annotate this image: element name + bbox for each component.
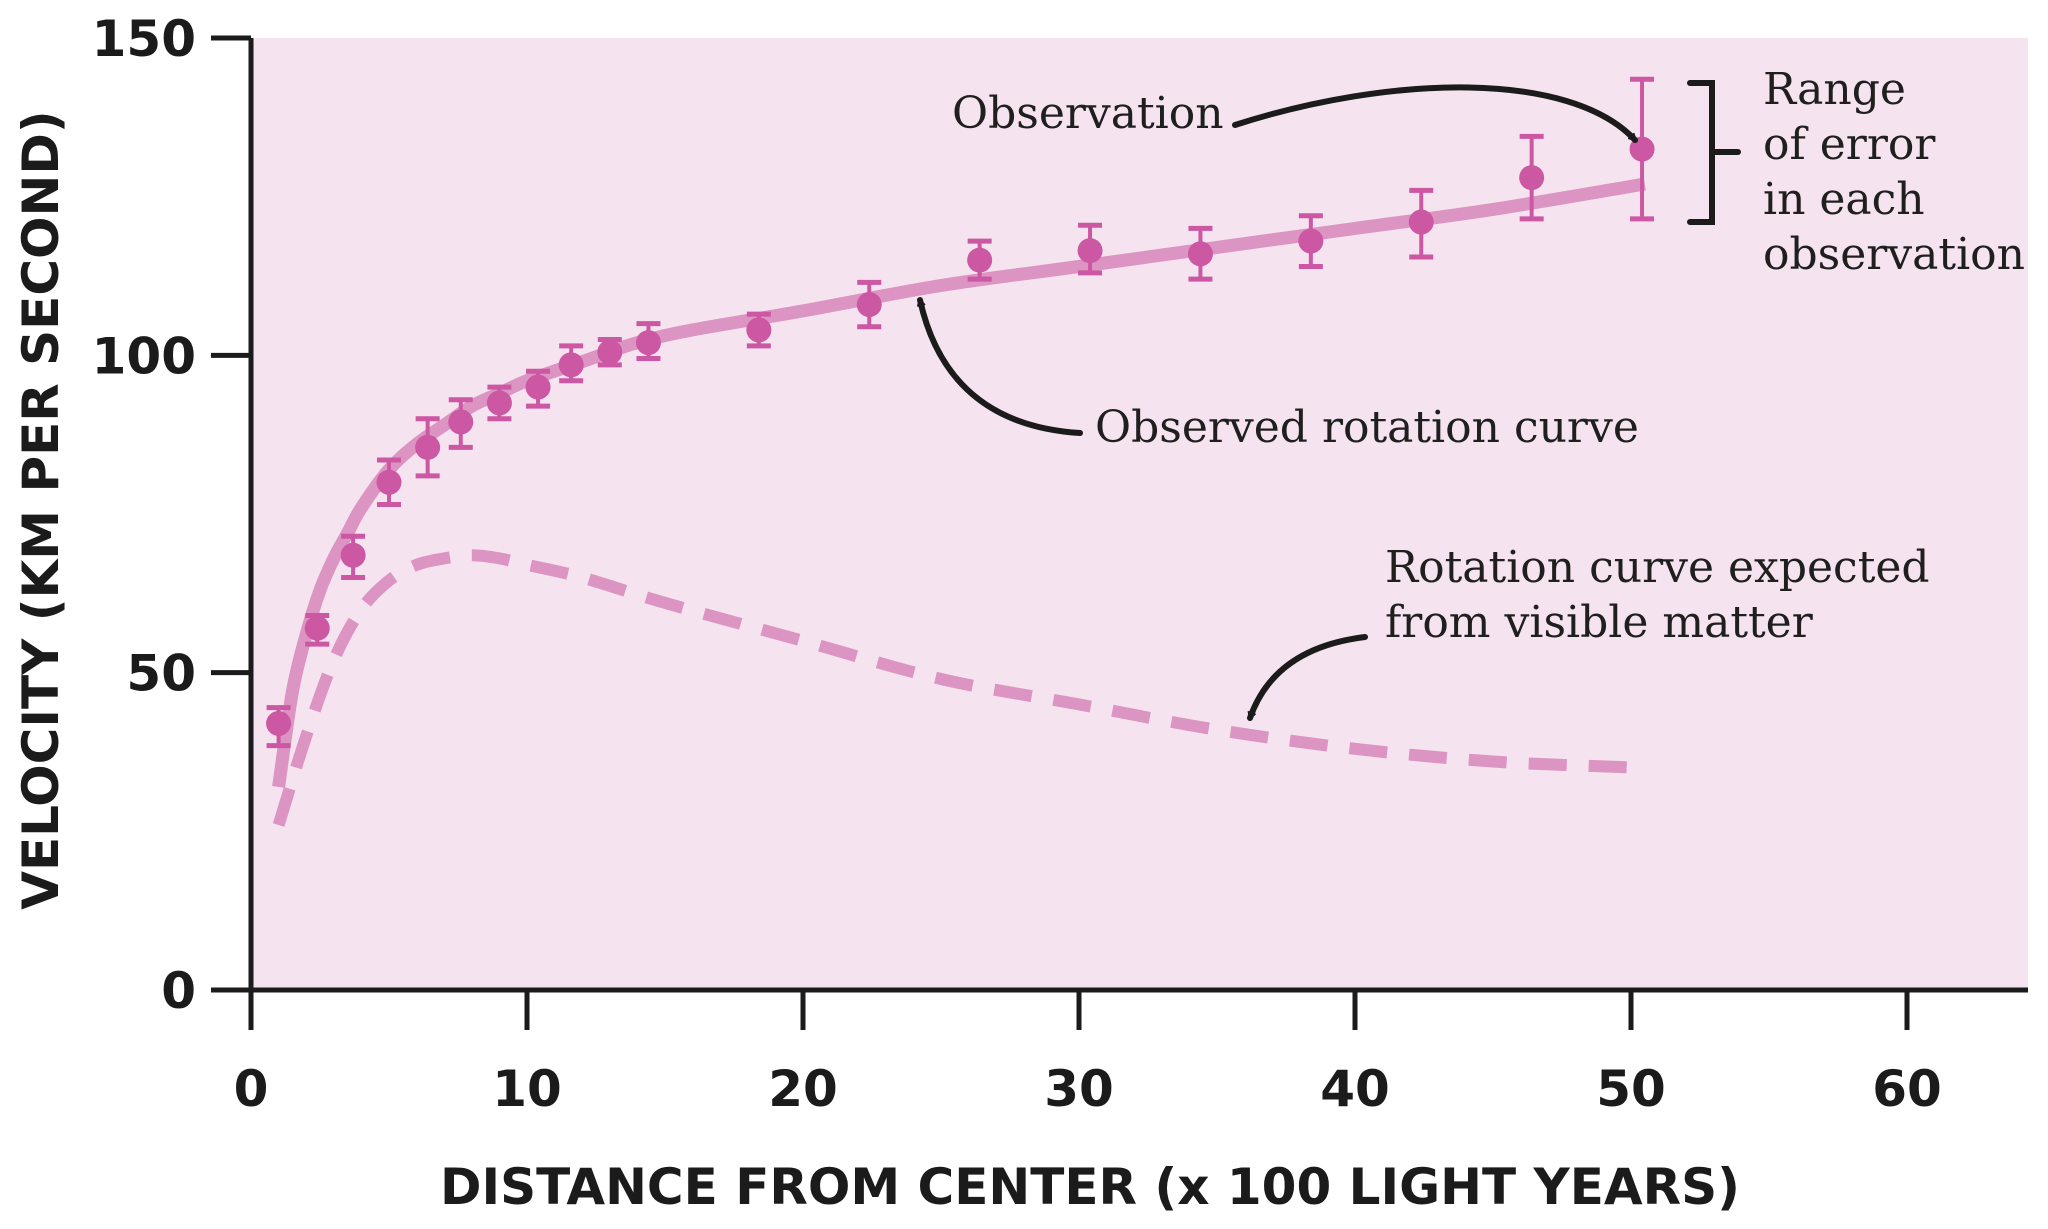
observation-marker [304, 615, 330, 641]
observation-point [597, 336, 623, 368]
observation-point [266, 705, 292, 749]
observation-marker [1408, 209, 1434, 235]
observation-marker [746, 317, 772, 343]
range-label-line2: of error [1763, 119, 1936, 170]
observation-marker [525, 374, 551, 400]
observation-point [1187, 225, 1213, 282]
expected-curve-label-line2: from visible matter [1385, 597, 1814, 648]
range-label-line1: Range [1763, 64, 1906, 115]
expected-curve-arrow [1247, 634, 1368, 721]
expected-curve-line [272, 549, 1646, 827]
observation-marker [1187, 241, 1213, 267]
x-tick-label: 60 [1872, 1060, 1942, 1118]
observation-marker [415, 434, 441, 460]
observation-point [967, 238, 993, 282]
observation-point [340, 533, 366, 580]
range-label-line3: in each [1763, 174, 1925, 225]
y-axis-title: VELOCITY (KM PER SECOND) [12, 110, 70, 910]
observation-point [746, 311, 772, 349]
observation-point [635, 321, 661, 362]
observation-point [1519, 133, 1545, 222]
observation-point [376, 457, 402, 507]
y-tick-label: 100 [92, 327, 196, 385]
observation-marker [1519, 165, 1545, 191]
observation-points [266, 76, 1655, 749]
observation-marker [1298, 228, 1324, 254]
observation-marker [376, 469, 402, 495]
observation-marker [448, 409, 474, 435]
x-tick-label: 40 [1320, 1060, 1390, 1118]
observation-arrow [1232, 84, 1638, 143]
y-tick-label: 150 [92, 10, 196, 68]
observation-point [1408, 187, 1434, 260]
plot-area [251, 38, 2028, 990]
range-label-line4: observation [1763, 229, 2025, 280]
observation-point [304, 613, 330, 647]
observation-marker [266, 710, 292, 736]
range-bracket [1687, 80, 1741, 225]
observation-point [448, 397, 474, 450]
x-axis-title: DISTANCE FROM CENTER (x 100 LIGHT YEARS) [440, 1158, 1740, 1216]
observation-marker [486, 390, 512, 416]
x-tick-label: 20 [768, 1060, 838, 1118]
observation-marker [635, 330, 661, 356]
observation-point [856, 279, 882, 330]
y-tick-label: 0 [161, 962, 196, 1020]
observation-marker [1077, 238, 1103, 264]
observation-label: Observation [952, 88, 1224, 139]
observation-marker [856, 292, 882, 318]
x-tick-label: 0 [234, 1060, 269, 1118]
expected-curve-label-line1: Rotation curve expected [1385, 542, 1930, 593]
observation-marker [597, 339, 623, 365]
observation-point [525, 368, 551, 409]
x-tick-label: 30 [1044, 1060, 1114, 1118]
x-tick-label: 10 [492, 1060, 562, 1118]
observed-curve-label: Observed rotation curve [1095, 402, 1639, 453]
observation-point [558, 343, 584, 384]
observation-point [1077, 222, 1103, 276]
observed-curve-arrow [920, 297, 1083, 436]
observation-point [486, 384, 512, 422]
annotation-arrows [920, 80, 1741, 721]
x-tick-label: 50 [1596, 1060, 1666, 1118]
observation-point [1298, 213, 1324, 269]
observation-marker [340, 542, 366, 568]
observation-marker [558, 352, 584, 378]
axes: 0 50 100 150 0 10 20 30 40 50 60 [92, 10, 2028, 1118]
observation-marker [967, 247, 993, 273]
observation-point [415, 416, 441, 479]
y-tick-label: 50 [126, 645, 196, 703]
